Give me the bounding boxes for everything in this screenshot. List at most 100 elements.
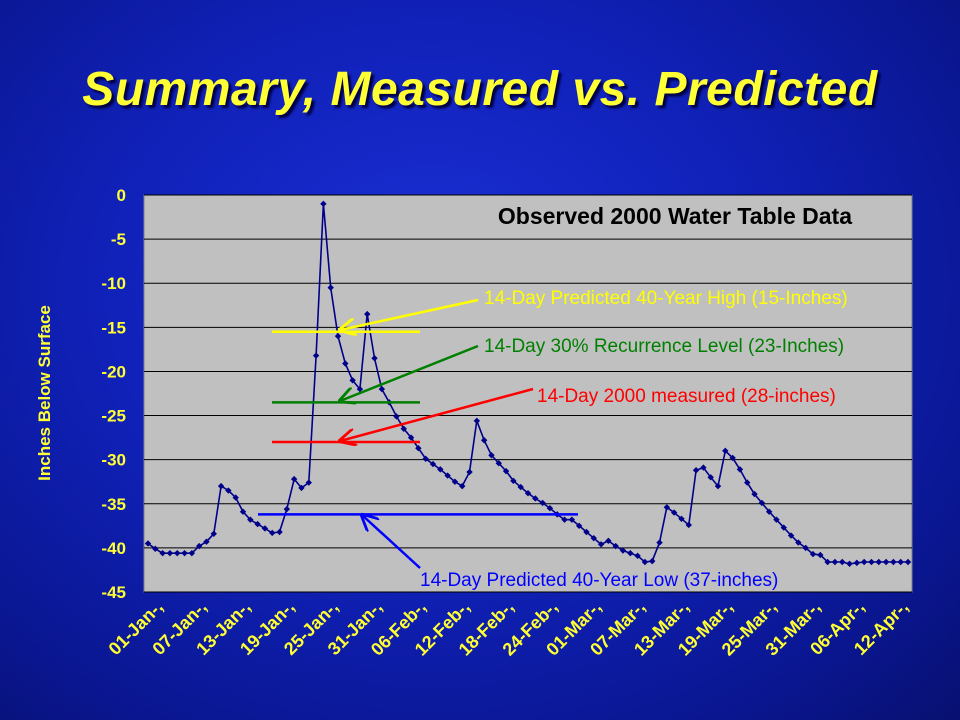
data-point bbox=[247, 516, 254, 523]
data-point bbox=[597, 541, 605, 548]
data-point bbox=[897, 558, 904, 566]
data-point bbox=[261, 525, 269, 532]
data-point bbox=[663, 504, 671, 511]
data-point bbox=[787, 532, 795, 539]
data-point bbox=[875, 558, 882, 566]
data-point bbox=[283, 505, 291, 513]
y-tick-label: -35 bbox=[101, 495, 126, 514]
data-point bbox=[678, 515, 685, 522]
data-point bbox=[831, 558, 839, 566]
data-point bbox=[817, 551, 824, 559]
data-point bbox=[780, 524, 787, 531]
data-point bbox=[904, 558, 912, 566]
data-point bbox=[225, 487, 232, 494]
data-point bbox=[415, 444, 422, 452]
annotation-arrow bbox=[340, 387, 534, 441]
data-point bbox=[590, 534, 597, 542]
data-point bbox=[641, 558, 649, 566]
data-point bbox=[649, 557, 656, 565]
data-point bbox=[342, 360, 349, 367]
data-point bbox=[605, 537, 612, 545]
data-point bbox=[232, 494, 239, 501]
annotation-label: 14-Day 2000 measured (28-inches) bbox=[537, 386, 836, 407]
data-point bbox=[356, 385, 364, 393]
data-point bbox=[152, 545, 159, 552]
data-point bbox=[144, 540, 152, 547]
data-point bbox=[809, 550, 817, 558]
data-point bbox=[254, 520, 261, 528]
data-point bbox=[203, 538, 210, 545]
data-point bbox=[188, 549, 196, 557]
data-point bbox=[758, 499, 766, 507]
data-point bbox=[524, 489, 532, 497]
y-tick-label: -25 bbox=[101, 407, 126, 426]
data-point bbox=[700, 464, 707, 471]
data-point bbox=[327, 284, 334, 291]
data-point bbox=[860, 558, 868, 566]
y-axis-ticks: 0 -5 -10 -15 -20 -25 -30 -35 -40 -45 bbox=[101, 186, 126, 602]
annotation-label: 14-Day Predicted 40-Year High (15-Inches… bbox=[484, 288, 848, 309]
annotations: 14-Day Predicted 40-Year High (15-Inches… bbox=[258, 288, 848, 591]
y-tick-label: -20 bbox=[101, 362, 126, 381]
data-point bbox=[239, 508, 247, 515]
data-point bbox=[378, 385, 386, 393]
x-axis-ticks: 01-Jan-,07-Jan-,13-Jan-,19-Jan-,25-Jan-,… bbox=[105, 597, 913, 660]
data-point bbox=[437, 466, 444, 473]
data-point bbox=[575, 522, 583, 530]
y-tick-label: -10 bbox=[101, 274, 126, 293]
data-point bbox=[495, 459, 502, 467]
data-point bbox=[627, 549, 634, 557]
data-point bbox=[429, 460, 437, 468]
data-point bbox=[583, 528, 590, 536]
y-tick-label: -30 bbox=[101, 451, 126, 470]
data-point bbox=[802, 544, 809, 552]
data-point bbox=[692, 467, 700, 474]
data-point bbox=[488, 452, 495, 459]
data-point bbox=[722, 447, 729, 455]
data-point bbox=[276, 528, 283, 536]
data-point bbox=[298, 484, 305, 492]
data-point bbox=[634, 552, 641, 560]
data-point bbox=[795, 539, 802, 546]
data-point bbox=[290, 475, 298, 483]
data-point bbox=[502, 467, 510, 475]
data-point bbox=[685, 521, 692, 529]
data-point bbox=[868, 558, 875, 566]
data-point bbox=[371, 355, 378, 362]
data-point bbox=[195, 542, 203, 550]
data-point bbox=[510, 477, 517, 485]
data-point bbox=[765, 508, 773, 515]
data-point bbox=[824, 558, 831, 566]
data-point bbox=[568, 516, 576, 523]
series-observed bbox=[144, 200, 912, 567]
data-point bbox=[459, 482, 466, 490]
data-point bbox=[166, 549, 174, 557]
data-point bbox=[349, 377, 356, 384]
annotation-arrow bbox=[340, 298, 479, 330]
annotation-label: 14-Day 30% Recurrence Level (23-Inches) bbox=[484, 336, 844, 357]
data-point bbox=[517, 483, 524, 491]
plot-title: Observed 2000 Water Table Data bbox=[498, 203, 852, 229]
slide-title: Summary, Measured vs. Predicted bbox=[82, 63, 878, 116]
data-point bbox=[619, 547, 627, 554]
data-point bbox=[269, 529, 276, 537]
data-point bbox=[532, 495, 539, 502]
data-point bbox=[422, 455, 429, 462]
annotation-label: 14-Day Predicted 40-Year Low (37-inches) bbox=[420, 570, 778, 591]
data-point bbox=[444, 472, 451, 479]
data-point bbox=[393, 413, 400, 420]
y-tick-label: -40 bbox=[101, 539, 126, 558]
y-tick-label: 0 bbox=[117, 186, 126, 205]
data-point bbox=[882, 558, 890, 566]
data-point bbox=[744, 479, 751, 486]
data-point bbox=[839, 558, 846, 566]
data-point bbox=[670, 509, 678, 516]
data-point bbox=[400, 425, 407, 432]
data-point bbox=[546, 504, 554, 512]
data-point bbox=[714, 482, 722, 490]
data-point bbox=[451, 478, 459, 485]
data-point bbox=[159, 549, 166, 557]
data-point bbox=[407, 434, 415, 441]
data-point bbox=[174, 549, 181, 557]
